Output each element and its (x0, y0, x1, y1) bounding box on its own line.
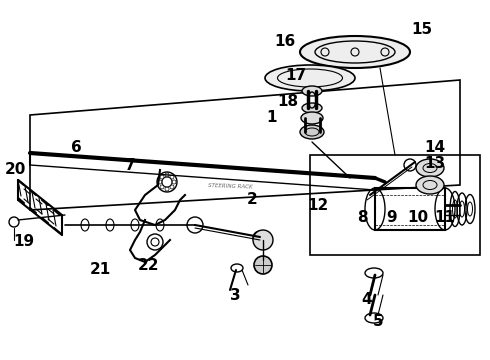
Ellipse shape (300, 125, 324, 139)
Circle shape (253, 230, 273, 250)
Text: 20: 20 (4, 162, 25, 177)
Text: 12: 12 (307, 198, 329, 212)
Text: 14: 14 (424, 140, 445, 156)
Text: 13: 13 (424, 156, 445, 171)
Ellipse shape (302, 86, 322, 96)
Text: 16: 16 (274, 35, 295, 49)
Text: 10: 10 (408, 211, 429, 225)
Text: 7: 7 (124, 158, 135, 172)
Text: 22: 22 (137, 257, 159, 273)
Circle shape (254, 256, 272, 274)
Text: 2: 2 (246, 193, 257, 207)
Text: 15: 15 (412, 22, 433, 37)
Ellipse shape (416, 159, 444, 177)
Text: 18: 18 (277, 94, 298, 109)
Text: 3: 3 (230, 288, 240, 303)
Ellipse shape (300, 36, 410, 68)
Ellipse shape (416, 176, 444, 194)
Text: 17: 17 (286, 68, 307, 84)
Text: 4: 4 (362, 292, 372, 307)
Text: 6: 6 (71, 140, 81, 156)
Text: STEERING RACK: STEERING RACK (208, 183, 252, 189)
Text: 19: 19 (13, 234, 35, 249)
Text: 9: 9 (387, 211, 397, 225)
Text: 8: 8 (357, 211, 368, 225)
Text: 21: 21 (89, 262, 111, 278)
Text: 5: 5 (373, 315, 383, 329)
Text: 1: 1 (267, 111, 277, 126)
Bar (375, 188, 445, 230)
Ellipse shape (301, 112, 323, 124)
Ellipse shape (302, 103, 322, 113)
Text: 11: 11 (435, 211, 456, 225)
Ellipse shape (265, 65, 355, 91)
